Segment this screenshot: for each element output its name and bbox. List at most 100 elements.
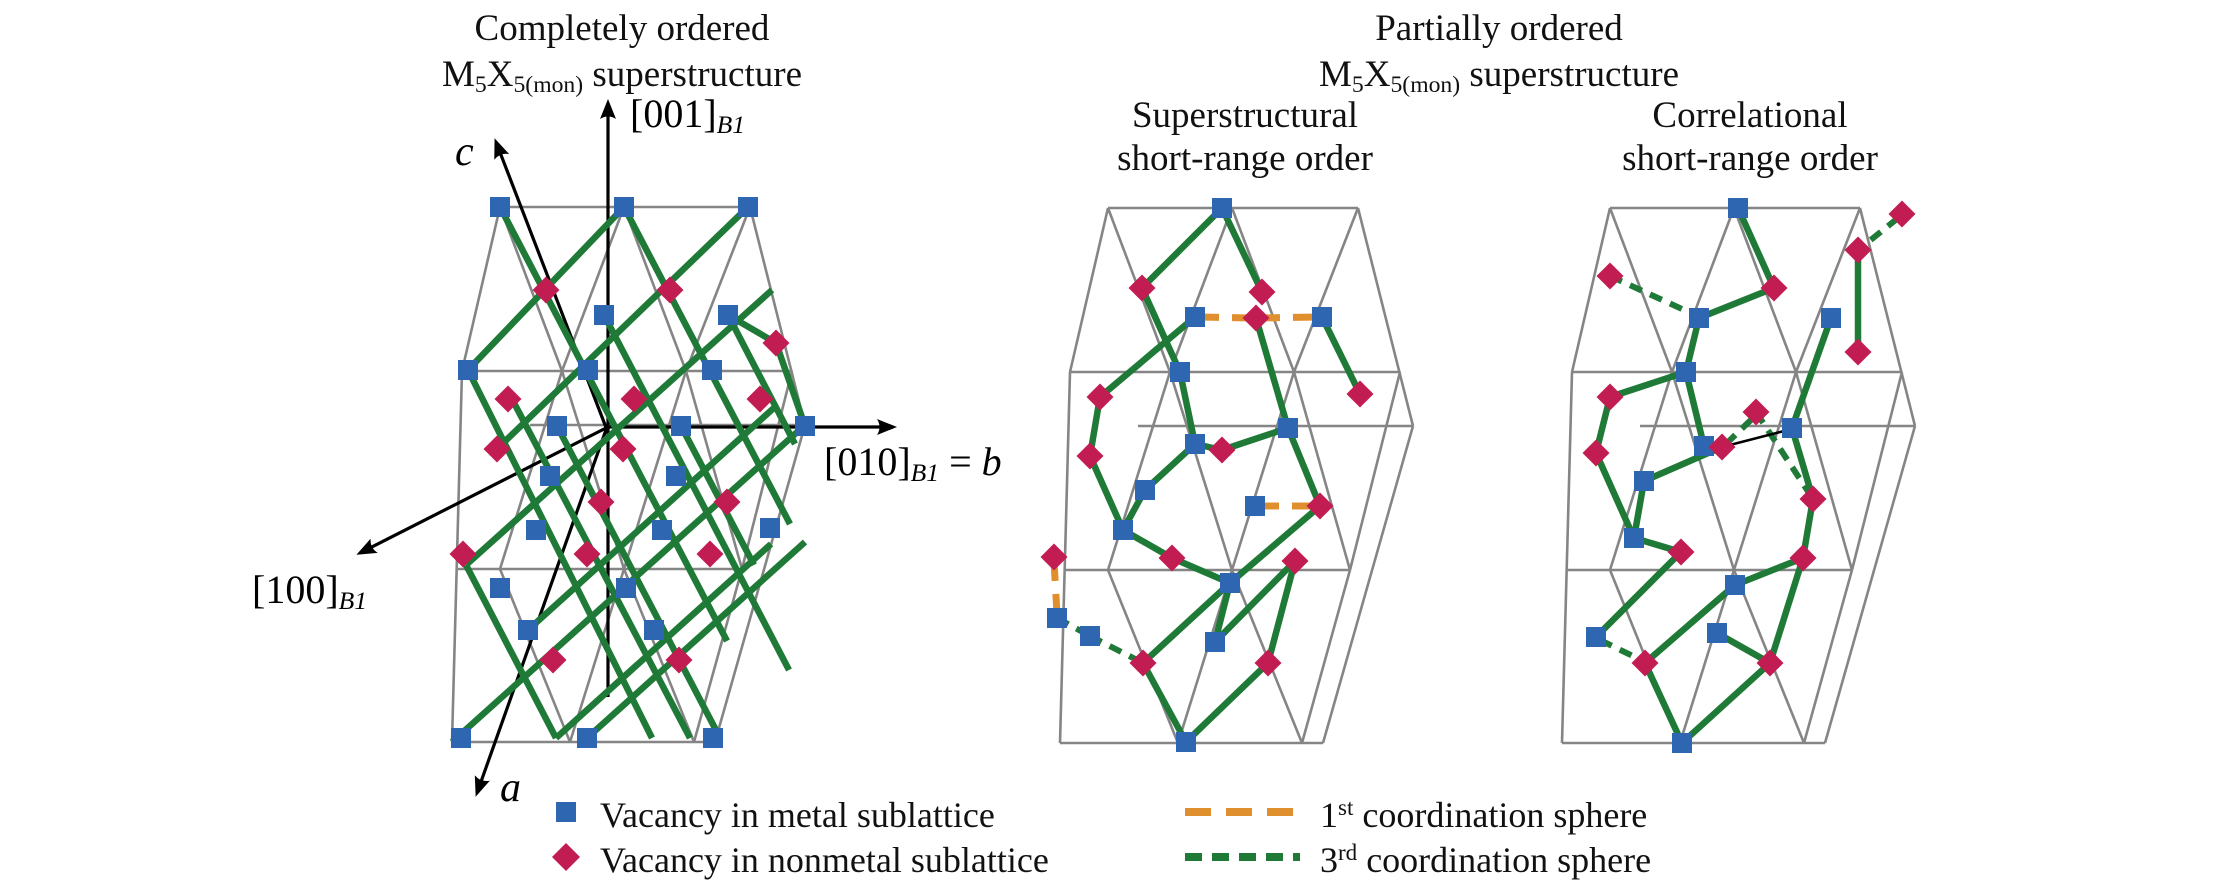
- metal-vacancy-marker: [1212, 198, 1232, 218]
- metal-vacancy-marker: [1707, 623, 1727, 643]
- bond-green-solid: [1679, 660, 1773, 746]
- axis-label-010: [010]B1 = b: [824, 439, 1002, 487]
- nonmetal-vacancy-marker: [1346, 380, 1374, 408]
- cage-line: [1292, 207, 1360, 373]
- metal-vacancy-marker: [1176, 732, 1196, 752]
- cage-line: [1292, 371, 1352, 571]
- nonmetal-vacancy-marker: [1596, 262, 1624, 290]
- cage-line: [748, 206, 807, 426]
- cage-line: [498, 206, 564, 372]
- bond-green-solid: [1097, 314, 1198, 400]
- cage-line: [622, 206, 688, 372]
- bond-green-solid: [525, 403, 779, 633]
- cage-line: [498, 370, 564, 570]
- metal-vacancy-marker: [614, 197, 634, 217]
- metal-vacancy-marker: [1170, 362, 1190, 382]
- metal-vacancy-marker: [1312, 307, 1332, 327]
- metal-vacancy-marker: [594, 305, 614, 325]
- cage-line: [1794, 371, 1854, 571]
- bond-green-solid: [1642, 582, 1738, 666]
- nonmetal-vacancy-marker: [1844, 236, 1872, 264]
- legend-third-sphere-label: 3rd coordination sphere: [1320, 839, 1652, 880]
- cage-line: [684, 370, 744, 570]
- subtitle-correlational-line1: Correlational: [1652, 95, 1848, 136]
- bond-first-sphere-dashed: [1259, 313, 1319, 322]
- metal-vacancy-marker: [577, 728, 597, 748]
- bond-green-solid: [678, 424, 757, 567]
- metal-vacancy-marker: [526, 520, 546, 540]
- nonmetal-vacancy-marker: [1799, 485, 1827, 513]
- title-left-line2: M5X5(mon) superstructure: [441, 54, 802, 98]
- metal-vacancy-marker: [644, 620, 664, 640]
- metal-vacancy-marker: [578, 360, 598, 380]
- metal-vacancy-marker: [1586, 627, 1606, 647]
- bond-green-solid: [1642, 661, 1685, 745]
- bond-green-solid: [1139, 205, 1225, 291]
- nonmetal-vacancy-marker: [1248, 278, 1276, 306]
- metal-vacancy-marker: [1782, 418, 1802, 438]
- nonmetal-vacancy-marker: [665, 646, 693, 674]
- axis-label-a: a: [500, 765, 521, 811]
- bond-green-solid: [509, 397, 693, 740]
- nonmetal-vacancy-marker: [1208, 436, 1236, 464]
- nonmetal-vacancy-marker: [1129, 649, 1157, 677]
- bond-green-solid: [1593, 549, 1684, 640]
- metal-vacancy-marker: [703, 728, 723, 748]
- metal-vacancy-marker: [1278, 418, 1298, 438]
- metal-vacancy-marker: [1220, 573, 1240, 593]
- metal-vacancy-marker: [518, 620, 538, 640]
- cage-line: [1850, 371, 1904, 571]
- metal-vacancy-marker: [760, 518, 780, 538]
- nonmetal-vacancy-marker: [449, 540, 477, 568]
- nonmetal-vacancy-marker: [539, 646, 567, 674]
- nonmetal-vacancy-marker: [656, 276, 684, 304]
- nonmetal-vacancy-marker: [746, 385, 774, 413]
- metal-vacancy-marker: [1624, 528, 1644, 548]
- metal-vacancy-marker: [1135, 480, 1155, 500]
- nonmetal-vacancy-marker: [573, 540, 601, 568]
- bond-green-solid: [1087, 454, 1126, 532]
- cage-line: [1168, 207, 1234, 373]
- nonmetal-vacancy-marker: [1086, 383, 1114, 411]
- nonmetal-vacancy-marker: [762, 329, 790, 357]
- cage-line: [1348, 371, 1402, 571]
- metal-vacancy-marker: [1694, 436, 1714, 456]
- bond-green-solid: [1733, 554, 1805, 589]
- nonmetal-vacancy-marker: [1888, 200, 1916, 228]
- bond-green-solid: [1735, 206, 1777, 290]
- bond-third-sphere-dashed: [1860, 215, 1900, 250]
- cage-line: [1802, 569, 1854, 744]
- nonmetal-vacancy-marker: [620, 385, 648, 413]
- bond-green-solid: [1284, 426, 1324, 508]
- subtitle-correlational: Correlational short-range order: [1550, 94, 1950, 180]
- metal-vacancy-marker: [1185, 434, 1205, 454]
- bond-third-sphere-dashed: [1598, 637, 1643, 663]
- nonmetal-vacancy-marker: [1040, 543, 1068, 571]
- cage-line: [1858, 207, 1917, 427]
- bond-green-solid: [1212, 558, 1298, 645]
- bond-black-thin: [1725, 428, 1789, 448]
- nonmetal-vacancy-marker: [1742, 398, 1770, 426]
- bond-green-solid: [1264, 560, 1299, 664]
- bond-green-solid: [601, 313, 792, 672]
- metal-vacancy-marker: [451, 728, 471, 748]
- nonmetal-vacancy-marker: [1596, 383, 1624, 411]
- cage-line: [1068, 207, 1110, 373]
- bond-green-solid: [1176, 371, 1199, 445]
- axis-label-001: [001]B1: [630, 91, 746, 139]
- bond-green-solid: [1140, 580, 1233, 666]
- bond-green-solid: [1788, 427, 1817, 500]
- nonmetal-vacancy-marker: [1128, 274, 1156, 302]
- subtitle-superstructural-line1: Superstructural: [1131, 95, 1359, 136]
- metal-vacancy-marker: [490, 578, 510, 598]
- bond-green-solid: [1219, 206, 1265, 294]
- metal-vacancy-marker: [1676, 362, 1696, 382]
- nonmetal-vacancy-marker: [483, 435, 511, 463]
- subtitle-correlational-line2: short-range order: [1622, 138, 1878, 179]
- metal-vacancy-marker: [1725, 575, 1745, 595]
- legend-nonmetal-vacancy-label: Vacancy in nonmetal sublattice: [600, 840, 1049, 880]
- bond-green-solid: [1183, 660, 1271, 745]
- cage-line: [1168, 371, 1234, 571]
- cage-line: [1300, 569, 1352, 744]
- nonmetal-vacancy-marker: [1789, 544, 1817, 572]
